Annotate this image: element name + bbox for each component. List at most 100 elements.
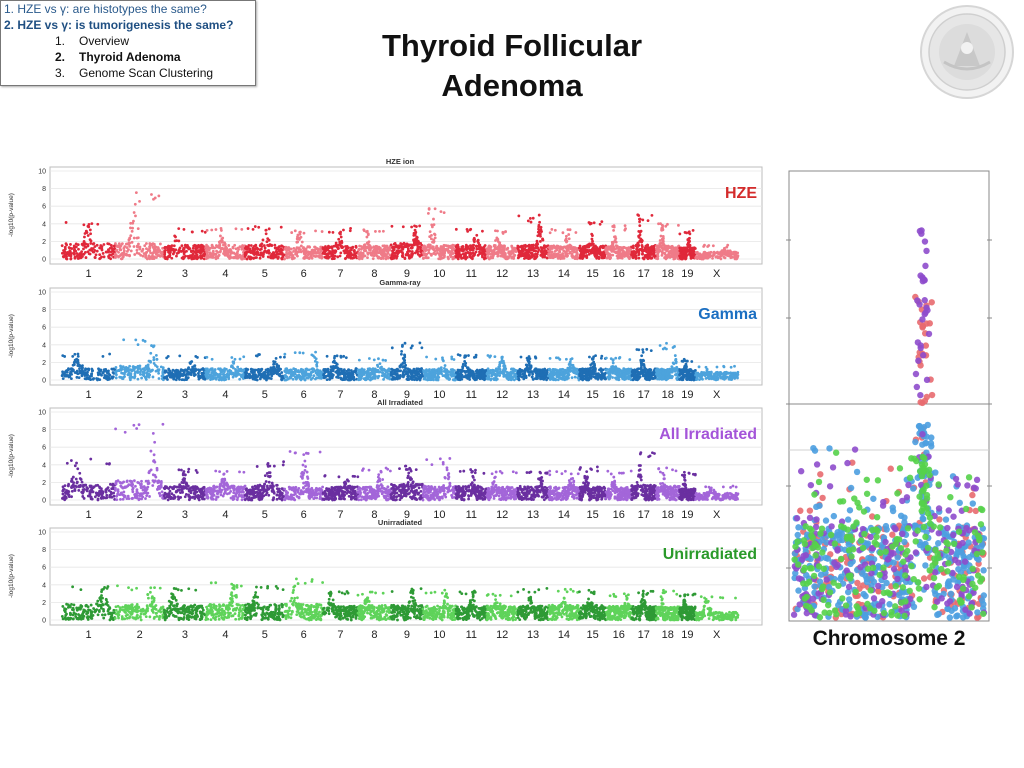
x-tick-label: 19 (681, 268, 693, 280)
data-point (481, 229, 484, 233)
data-point (352, 253, 356, 257)
data-point (276, 256, 280, 260)
data-point (430, 234, 433, 237)
data-point (163, 245, 167, 249)
data-point (454, 227, 458, 231)
data-point (469, 247, 472, 251)
data-point (595, 251, 599, 255)
data-point (172, 244, 176, 248)
data-point (339, 251, 343, 255)
data-point (638, 224, 642, 228)
data-point (564, 254, 568, 258)
data-point (107, 242, 111, 246)
data-point (119, 248, 123, 252)
data-point (246, 227, 250, 230)
data-point (427, 251, 431, 255)
data-point (567, 233, 571, 236)
data-point (553, 228, 557, 232)
data-point (377, 357, 380, 361)
data-point (185, 244, 189, 248)
data-point (146, 248, 150, 252)
data-point (397, 246, 401, 250)
data-point (537, 230, 541, 234)
y-axis-label: -log10(p-value) (8, 193, 15, 237)
data-point (606, 245, 610, 249)
data-point (511, 251, 515, 255)
data-point (61, 354, 65, 358)
data-point (340, 371, 343, 375)
data-point (291, 254, 295, 257)
data-point (293, 368, 297, 371)
data-point (642, 257, 646, 261)
data-point (671, 249, 674, 252)
data-point (94, 253, 98, 257)
outline-subitem-label: Thyroid Adenoma (79, 50, 181, 64)
data-point (343, 257, 347, 261)
outline-subitem-overview[interactable]: 1. Overview (1, 33, 255, 49)
x-tick-label: 14 (558, 268, 570, 280)
data-point (504, 255, 508, 259)
data-point (247, 372, 251, 376)
data-point (311, 376, 315, 380)
data-point (251, 251, 255, 255)
data-point (310, 370, 313, 374)
data-point (131, 365, 135, 369)
data-point (211, 251, 215, 255)
data-point (189, 368, 193, 372)
data-point (362, 243, 366, 247)
data-point (229, 369, 233, 373)
data-point (182, 227, 186, 231)
data-point (285, 375, 289, 379)
data-point (85, 373, 89, 377)
data-point (229, 251, 233, 255)
data-point (391, 246, 394, 250)
data-point (283, 378, 287, 382)
data-point (404, 367, 408, 370)
data-point (127, 241, 131, 245)
data-point (87, 252, 91, 256)
data-point (209, 246, 212, 250)
data-point (427, 377, 431, 381)
data-point (132, 236, 136, 240)
data-point (429, 370, 432, 374)
x-tick-label: 1 (86, 268, 92, 280)
data-point (136, 227, 140, 231)
data-point (374, 251, 378, 255)
data-point (83, 235, 86, 239)
data-point (110, 367, 114, 371)
data-point (120, 242, 124, 245)
data-point (280, 371, 284, 374)
outline-item-tumorigenesis[interactable]: 2. HZE vs γ: is tumorigenesis the same? (4, 18, 234, 32)
data-point (463, 256, 467, 259)
data-point (63, 250, 67, 254)
data-point (152, 358, 156, 362)
data-point (300, 375, 304, 379)
data-point (611, 240, 615, 244)
outline-subitem-genome-scan[interactable]: 3. Genome Scan Clustering (1, 65, 255, 81)
data-point (444, 368, 448, 372)
outline-item-histotypes[interactable]: 1. HZE vs γ: are histotypes the same? (4, 2, 207, 16)
data-point (432, 252, 435, 255)
data-point (292, 256, 296, 260)
data-point (300, 368, 304, 372)
data-point (660, 223, 664, 227)
data-point (581, 251, 584, 255)
data-point (442, 211, 446, 215)
data-point (422, 253, 426, 257)
data-point (76, 364, 80, 367)
slide-title-line2: Adenoma (441, 68, 583, 103)
data-point (382, 248, 386, 252)
outline-subitem-thyroid-adenoma[interactable]: 2. Thyroid Adenoma (1, 49, 255, 65)
data-point (129, 226, 132, 230)
data-point (453, 378, 457, 382)
data-point (472, 355, 476, 359)
data-point (84, 256, 88, 259)
data-point (164, 370, 168, 374)
data-point (433, 236, 437, 240)
data-point (349, 227, 352, 230)
y-tick-label: 2 (42, 239, 46, 246)
data-point (327, 245, 330, 249)
data-point (513, 253, 517, 257)
data-point (280, 377, 283, 381)
data-point (598, 247, 602, 251)
